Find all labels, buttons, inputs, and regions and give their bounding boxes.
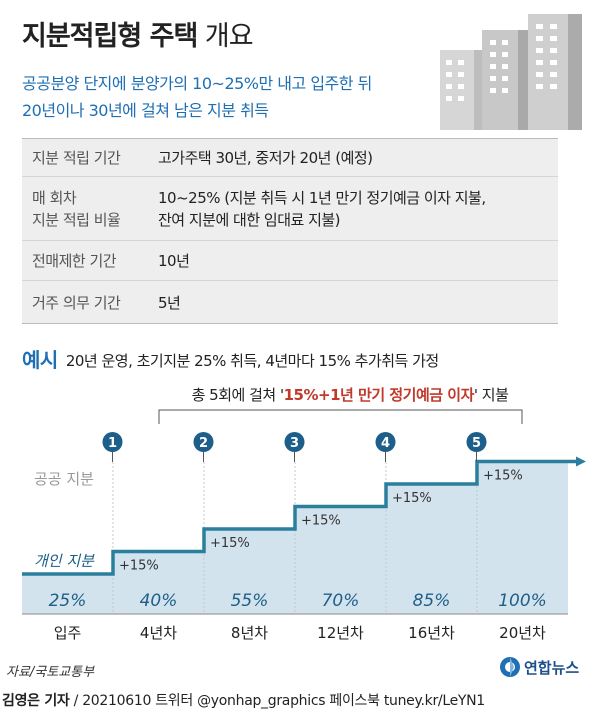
- step-increment-label: +15%: [210, 536, 250, 551]
- step-increment-label: +15%: [119, 559, 159, 574]
- rounds-bracket: [158, 409, 523, 424]
- subtitle-line-1: 공공분양 단지에 분양가의 10~25%만 내고 입주한 뒤: [22, 74, 372, 93]
- footer-reporter: 김영은 기자: [2, 693, 70, 709]
- info-value-text: 5년: [158, 293, 181, 312]
- info-table: 지분 적립 기간 고가주택 30년, 중저가 20년 (예정) 매 회차 지분 …: [22, 138, 558, 324]
- equity-value-label: 55%: [231, 591, 269, 611]
- info-row: 지분 적립 기간 고가주택 30년, 중저가 20년 (예정): [22, 139, 558, 177]
- step-increment-label: +15%: [483, 469, 523, 484]
- round-number-circle: [284, 432, 305, 452]
- equity-value-label: 100%: [498, 591, 547, 611]
- info-label-text: 거주 의무 기간: [32, 293, 121, 312]
- logo-text: 연합뉴스: [524, 659, 580, 677]
- footer-credit: 김영은 기자 / 20210610 트위터 @yonhap_graphics 페…: [0, 690, 600, 716]
- x-tick-label: 16년차: [408, 624, 455, 642]
- round-number: 4: [381, 436, 390, 451]
- example-tag: 예시: [22, 348, 58, 372]
- info-value: 10~25% (지분 취득 시 1년 만기 정기예금 이자 지불, 잔여 지분에…: [158, 177, 558, 240]
- info-label: 지분 적립 기간: [22, 139, 158, 176]
- example-text: 20년 운영, 초기지분 25% 취득, 4년마다 15% 추가취득 가정: [65, 352, 439, 370]
- info-row: 전매제한 기간 10년: [22, 241, 558, 281]
- round-number: 1: [108, 436, 117, 451]
- round-number-circle: [466, 432, 487, 452]
- round-number: 3: [290, 436, 299, 451]
- private-equity-label: 개인 지분: [34, 552, 95, 570]
- x-tick-label: 8년차: [231, 624, 268, 642]
- subtitle-line-2: 20년이나 30년에 걸쳐 남은 지분 취득: [22, 101, 269, 120]
- arrow-head-icon: [576, 456, 586, 467]
- header: 지분적립형 주택 개요 공공분양 단지에 분양가의 10~25%만: [0, 0, 600, 135]
- info-value-text: 10~25% (지분 취득 시 1년 만기 정기예금 이자 지불,: [158, 188, 486, 207]
- bracket-caption: 총 5회에 걸쳐 '15%+1년 만기 정기예금 이자' 지불: [0, 384, 600, 405]
- round-number: 2: [199, 436, 208, 451]
- info-value: 10년: [158, 241, 558, 280]
- equity-value-label: 40%: [140, 591, 178, 611]
- page-title: 지분적립형 주택 개요: [22, 14, 254, 53]
- title-bold: 지분적립형 주택: [22, 21, 198, 52]
- bracket-post: ' 지불: [473, 386, 509, 404]
- title-light: 개요: [204, 21, 254, 52]
- equity-value-label: 25%: [49, 591, 87, 611]
- round-number-circle: [375, 432, 396, 452]
- info-value-text: 10년: [158, 252, 190, 270]
- source-note: 자료/국토교통부: [6, 665, 95, 680]
- info-value: 5년: [158, 281, 558, 323]
- yonhap-logo-icon: [500, 657, 520, 677]
- x-tick-label: 20년차: [499, 624, 546, 642]
- info-label-text: 전매제한 기간: [32, 252, 117, 270]
- info-label-text: 지분 적립 비율: [32, 210, 121, 229]
- info-value: 고가주택 30년, 중저가 20년 (예정): [158, 139, 558, 176]
- public-equity-label: 공공 지분: [34, 470, 94, 488]
- info-row: 거주 의무 기간 5년: [22, 281, 558, 323]
- bracket-highlight: 15%+1년 만기 정기예금 이자: [283, 386, 475, 404]
- subtitle: 공공분양 단지에 분양가의 10~25%만 내고 입주한 뒤 20년이나 30년…: [22, 70, 372, 124]
- apartment-buildings-icon: [440, 14, 582, 130]
- step-increment-label: +15%: [392, 491, 432, 506]
- info-label-text: 지분 적립 기간: [32, 149, 121, 167]
- x-tick-label: 4년차: [140, 624, 177, 642]
- x-tick-label: 입주: [54, 624, 82, 642]
- info-value-text: 잔여 지분에 대한 임대료 지불): [158, 210, 341, 229]
- info-label: 매 회차 지분 적립 비율: [22, 177, 158, 240]
- round-number-circle: [102, 432, 123, 452]
- info-row: 매 회차 지분 적립 비율 10~25% (지분 취득 시 1년 만기 정기예금…: [22, 177, 558, 241]
- equity-value-label: 70%: [322, 591, 360, 611]
- footer-rest: / 20210610 트위터 @yonhap_graphics 페이스북 tun…: [69, 693, 486, 709]
- step-increment-label: +15%: [301, 514, 341, 529]
- info-label: 전매제한 기간: [22, 241, 158, 280]
- private-equity-area: [22, 461, 568, 614]
- example-caption: 예시 20년 운영, 초기지분 25% 취득, 4년마다 15% 추가취득 가정: [22, 344, 439, 373]
- x-tick-label: 12년차: [317, 624, 364, 642]
- info-value-text: 고가주택 30년, 중저가 20년 (예정): [158, 149, 373, 167]
- round-number-circle: [193, 432, 214, 452]
- equity-value-label: 85%: [413, 591, 451, 611]
- info-label-text: 매 회차: [32, 188, 77, 207]
- yonhap-logo: 연합뉴스: [498, 653, 594, 681]
- bracket-pre: 총 5회에 걸쳐 ': [191, 386, 284, 404]
- round-number: 5: [472, 436, 481, 451]
- info-label: 거주 의무 기간: [22, 281, 158, 323]
